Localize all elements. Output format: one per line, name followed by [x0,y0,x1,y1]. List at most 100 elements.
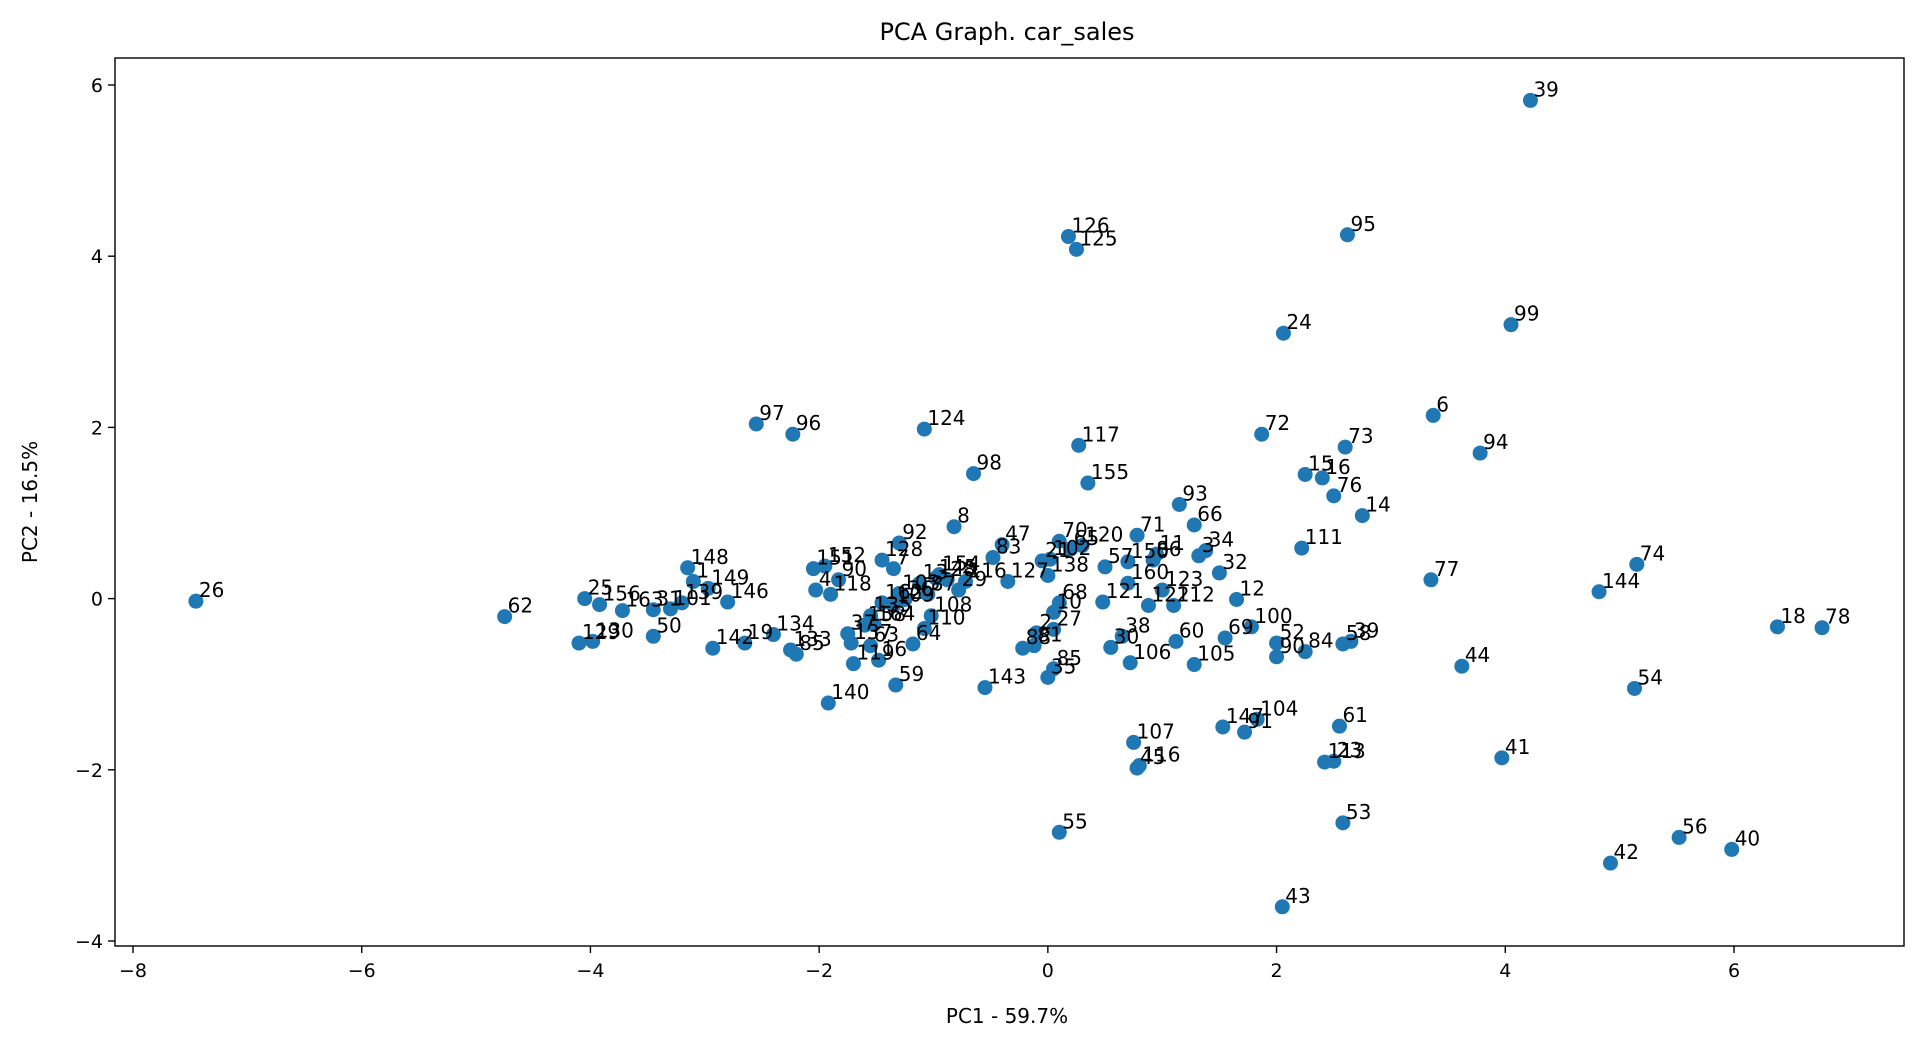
point-label: 23 [1337,738,1362,762]
point-label: 29 [962,567,987,591]
point-label: 146 [731,579,769,603]
data-point [1074,538,1090,554]
point-label: 72 [1265,411,1290,435]
data-point [966,466,982,482]
point-label: 105 [1197,642,1235,666]
data-point [685,573,701,589]
point-label: 40 [1735,826,1760,850]
point-label: 154 [942,552,980,576]
point-label: 27 [1057,606,1082,630]
x-axis-label: PC1 - 59.7% [946,1004,1068,1028]
data-point [1198,543,1214,559]
data-point [1028,625,1044,641]
point-label: 68 [1062,580,1087,604]
point-label: 99 [1514,302,1539,326]
data-point [1602,855,1618,871]
point-label: 37 [851,611,876,635]
data-point [748,416,764,432]
point-label: 16 [882,637,907,661]
point-label: 143 [988,665,1026,689]
data-point [1629,556,1645,572]
point-label: 97 [759,401,784,425]
data-point [1297,466,1313,482]
data-point [1591,584,1607,600]
data-point [1042,551,1058,567]
point-label: 164 [877,601,915,625]
data-point [1215,719,1231,735]
data-point [788,646,804,662]
point-label: 6 [1436,392,1449,416]
point-label: 116 [1142,743,1180,767]
data-point [1503,317,1519,333]
data-point [1071,437,1087,453]
point-label: 133 [794,627,832,651]
data-point [1168,633,1184,649]
point-label: 43 [1285,884,1310,908]
point-label: 52 [1280,620,1305,644]
data-point [871,652,887,668]
data-point [817,558,833,574]
data-point [737,635,753,651]
point-label: 147 [1226,704,1264,728]
data-point [577,591,593,607]
data-point [1627,680,1643,696]
data-point [571,635,587,651]
point-label: 152 [828,543,866,567]
point-label: 31 [656,587,681,611]
point-label: 30 [1114,624,1139,648]
data-point [805,561,821,577]
point-label: 59 [899,662,924,686]
point-label: 35 [1051,654,1076,678]
data-point [831,572,847,588]
point-label: 2 [1039,610,1052,634]
data-point [1337,439,1353,455]
point-label: 21 [1045,538,1070,562]
data-point [1275,325,1291,341]
point-label: 81 [1037,623,1062,647]
point-label: 58 [1346,621,1371,645]
data-point [1154,582,1170,598]
data-point [680,560,696,576]
point-label: 110 [927,606,965,630]
point-label: 41 [1505,735,1530,759]
point-label: 45 [1140,745,1165,769]
point-label: 125 [1079,226,1117,250]
point-label: 104 [1260,696,1298,720]
y-tick-label: 4 [91,246,103,268]
data-point [1051,824,1067,840]
point-label: 155 [1091,460,1129,484]
y-axis: −4 −2 0 2 4 6 [75,75,115,953]
point-label: 50 [656,613,681,637]
point-label: 92 [902,520,927,544]
point-label: 107 [1137,719,1175,743]
data-point [912,575,928,591]
data-point [863,608,879,624]
data-point [785,426,801,442]
point-label: 91 [1248,709,1273,733]
y-tick-label: 0 [91,589,103,611]
point-label: 142 [716,625,754,649]
point-label: 162 [885,580,923,604]
point-label: 116 [969,558,1007,582]
data-point [1494,750,1510,766]
point-label: 145 [939,555,977,579]
point-label: 71 [1140,512,1165,536]
x-tick-label: 4 [1499,960,1511,982]
x-tick-label: −8 [119,960,147,982]
data-point [662,601,678,617]
point-label: 94 [1483,430,1508,454]
data-point [1274,899,1290,915]
data-point [1814,620,1830,636]
point-label: 8 [957,504,970,528]
plot-frame [114,57,1905,947]
data-point [891,535,907,551]
point-label: 88 [1026,625,1051,649]
point-label: 4 [819,567,832,591]
data-point [1068,241,1084,257]
data-point [1269,635,1285,651]
point-label: 63 [874,623,899,647]
point-label: 128 [885,537,923,561]
data-point [1186,657,1202,673]
point-label: 64 [916,621,941,645]
point-label: 56 [1682,814,1707,838]
